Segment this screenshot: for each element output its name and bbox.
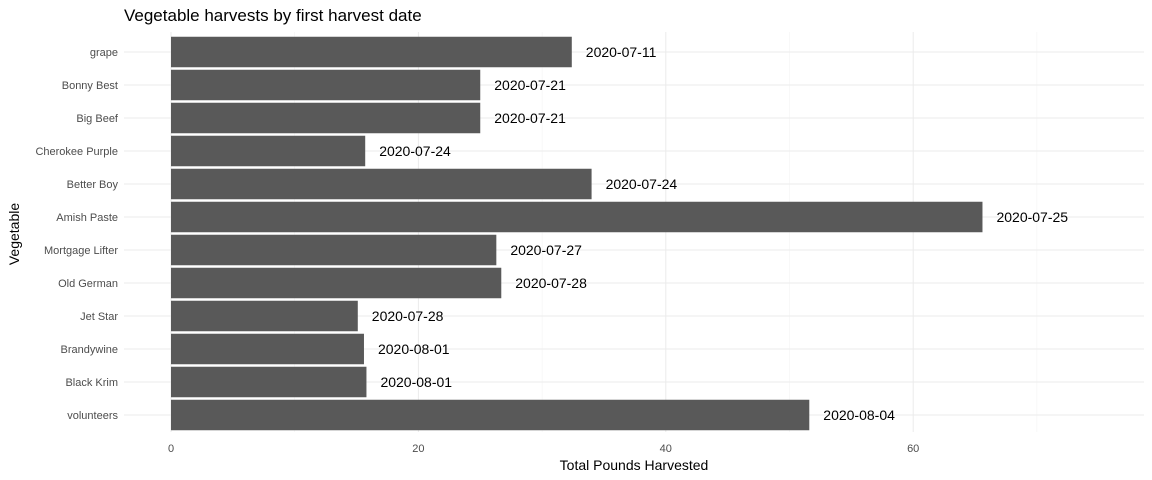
x-tick-label: 40 <box>660 443 672 455</box>
x-tick-label: 0 <box>168 443 174 455</box>
bar-data-label: 2020-07-27 <box>510 242 582 258</box>
bar-data-label: 2020-08-01 <box>378 341 450 357</box>
x-tick-label: 60 <box>907 443 919 455</box>
bar <box>171 36 572 68</box>
y-tick-label: Brandywine <box>61 344 118 356</box>
bar-data-label: 2020-07-28 <box>515 275 587 291</box>
y-tick-label: Cherokee Purple <box>35 146 118 158</box>
bar <box>171 399 810 431</box>
bar-data-label: 2020-07-25 <box>996 209 1068 225</box>
y-tick-labels: grape Bonny Best Big Beef Cherokee Purple Be… <box>35 47 118 422</box>
x-axis-title: Total Pounds Harvested <box>560 457 709 473</box>
bars <box>171 36 983 431</box>
y-tick-label: Jet Star <box>80 311 118 323</box>
bar <box>171 135 366 167</box>
data-labels: 2020-07-11 2020-07-21 2020-07-21 2020-07-24… <box>372 44 1069 423</box>
bar <box>171 300 358 332</box>
bar <box>171 69 481 101</box>
bar <box>171 267 502 299</box>
bar <box>171 234 497 266</box>
bar-data-label: 2020-07-21 <box>494 77 566 93</box>
bar <box>171 366 367 398</box>
bar <box>171 201 983 233</box>
y-tick-label: Old German <box>58 278 118 290</box>
y-tick-label: Bonny Best <box>62 80 118 92</box>
bar-data-label: 2020-07-21 <box>494 110 566 126</box>
y-tick-label: volunteers <box>67 410 118 422</box>
bar <box>171 333 364 365</box>
bar <box>171 102 481 134</box>
bar-data-label: 2020-07-24 <box>379 143 451 159</box>
y-tick-label: Better Boy <box>67 179 119 191</box>
bar-data-label: 2020-07-24 <box>606 176 678 192</box>
y-tick-label: Black Krim <box>65 377 118 389</box>
y-tick-label: Mortgage Lifter <box>44 245 118 257</box>
x-tick-label: 20 <box>412 443 424 455</box>
y-tick-label: Big Beef <box>76 113 119 125</box>
y-tick-label: Amish Paste <box>56 212 118 224</box>
y-axis-title: Vegetable <box>6 203 22 265</box>
bar <box>171 168 592 200</box>
bar-data-label: 2020-08-01 <box>380 374 452 390</box>
bar-data-label: 2020-07-28 <box>372 308 444 324</box>
bar-data-label: 2020-08-04 <box>823 407 895 423</box>
chart-title: Vegetable harvests by first harvest date <box>124 6 422 25</box>
x-tick-labels: 0 20 40 60 <box>168 443 919 455</box>
bar-data-label: 2020-07-11 <box>586 44 657 60</box>
y-tick-label: grape <box>90 47 118 59</box>
